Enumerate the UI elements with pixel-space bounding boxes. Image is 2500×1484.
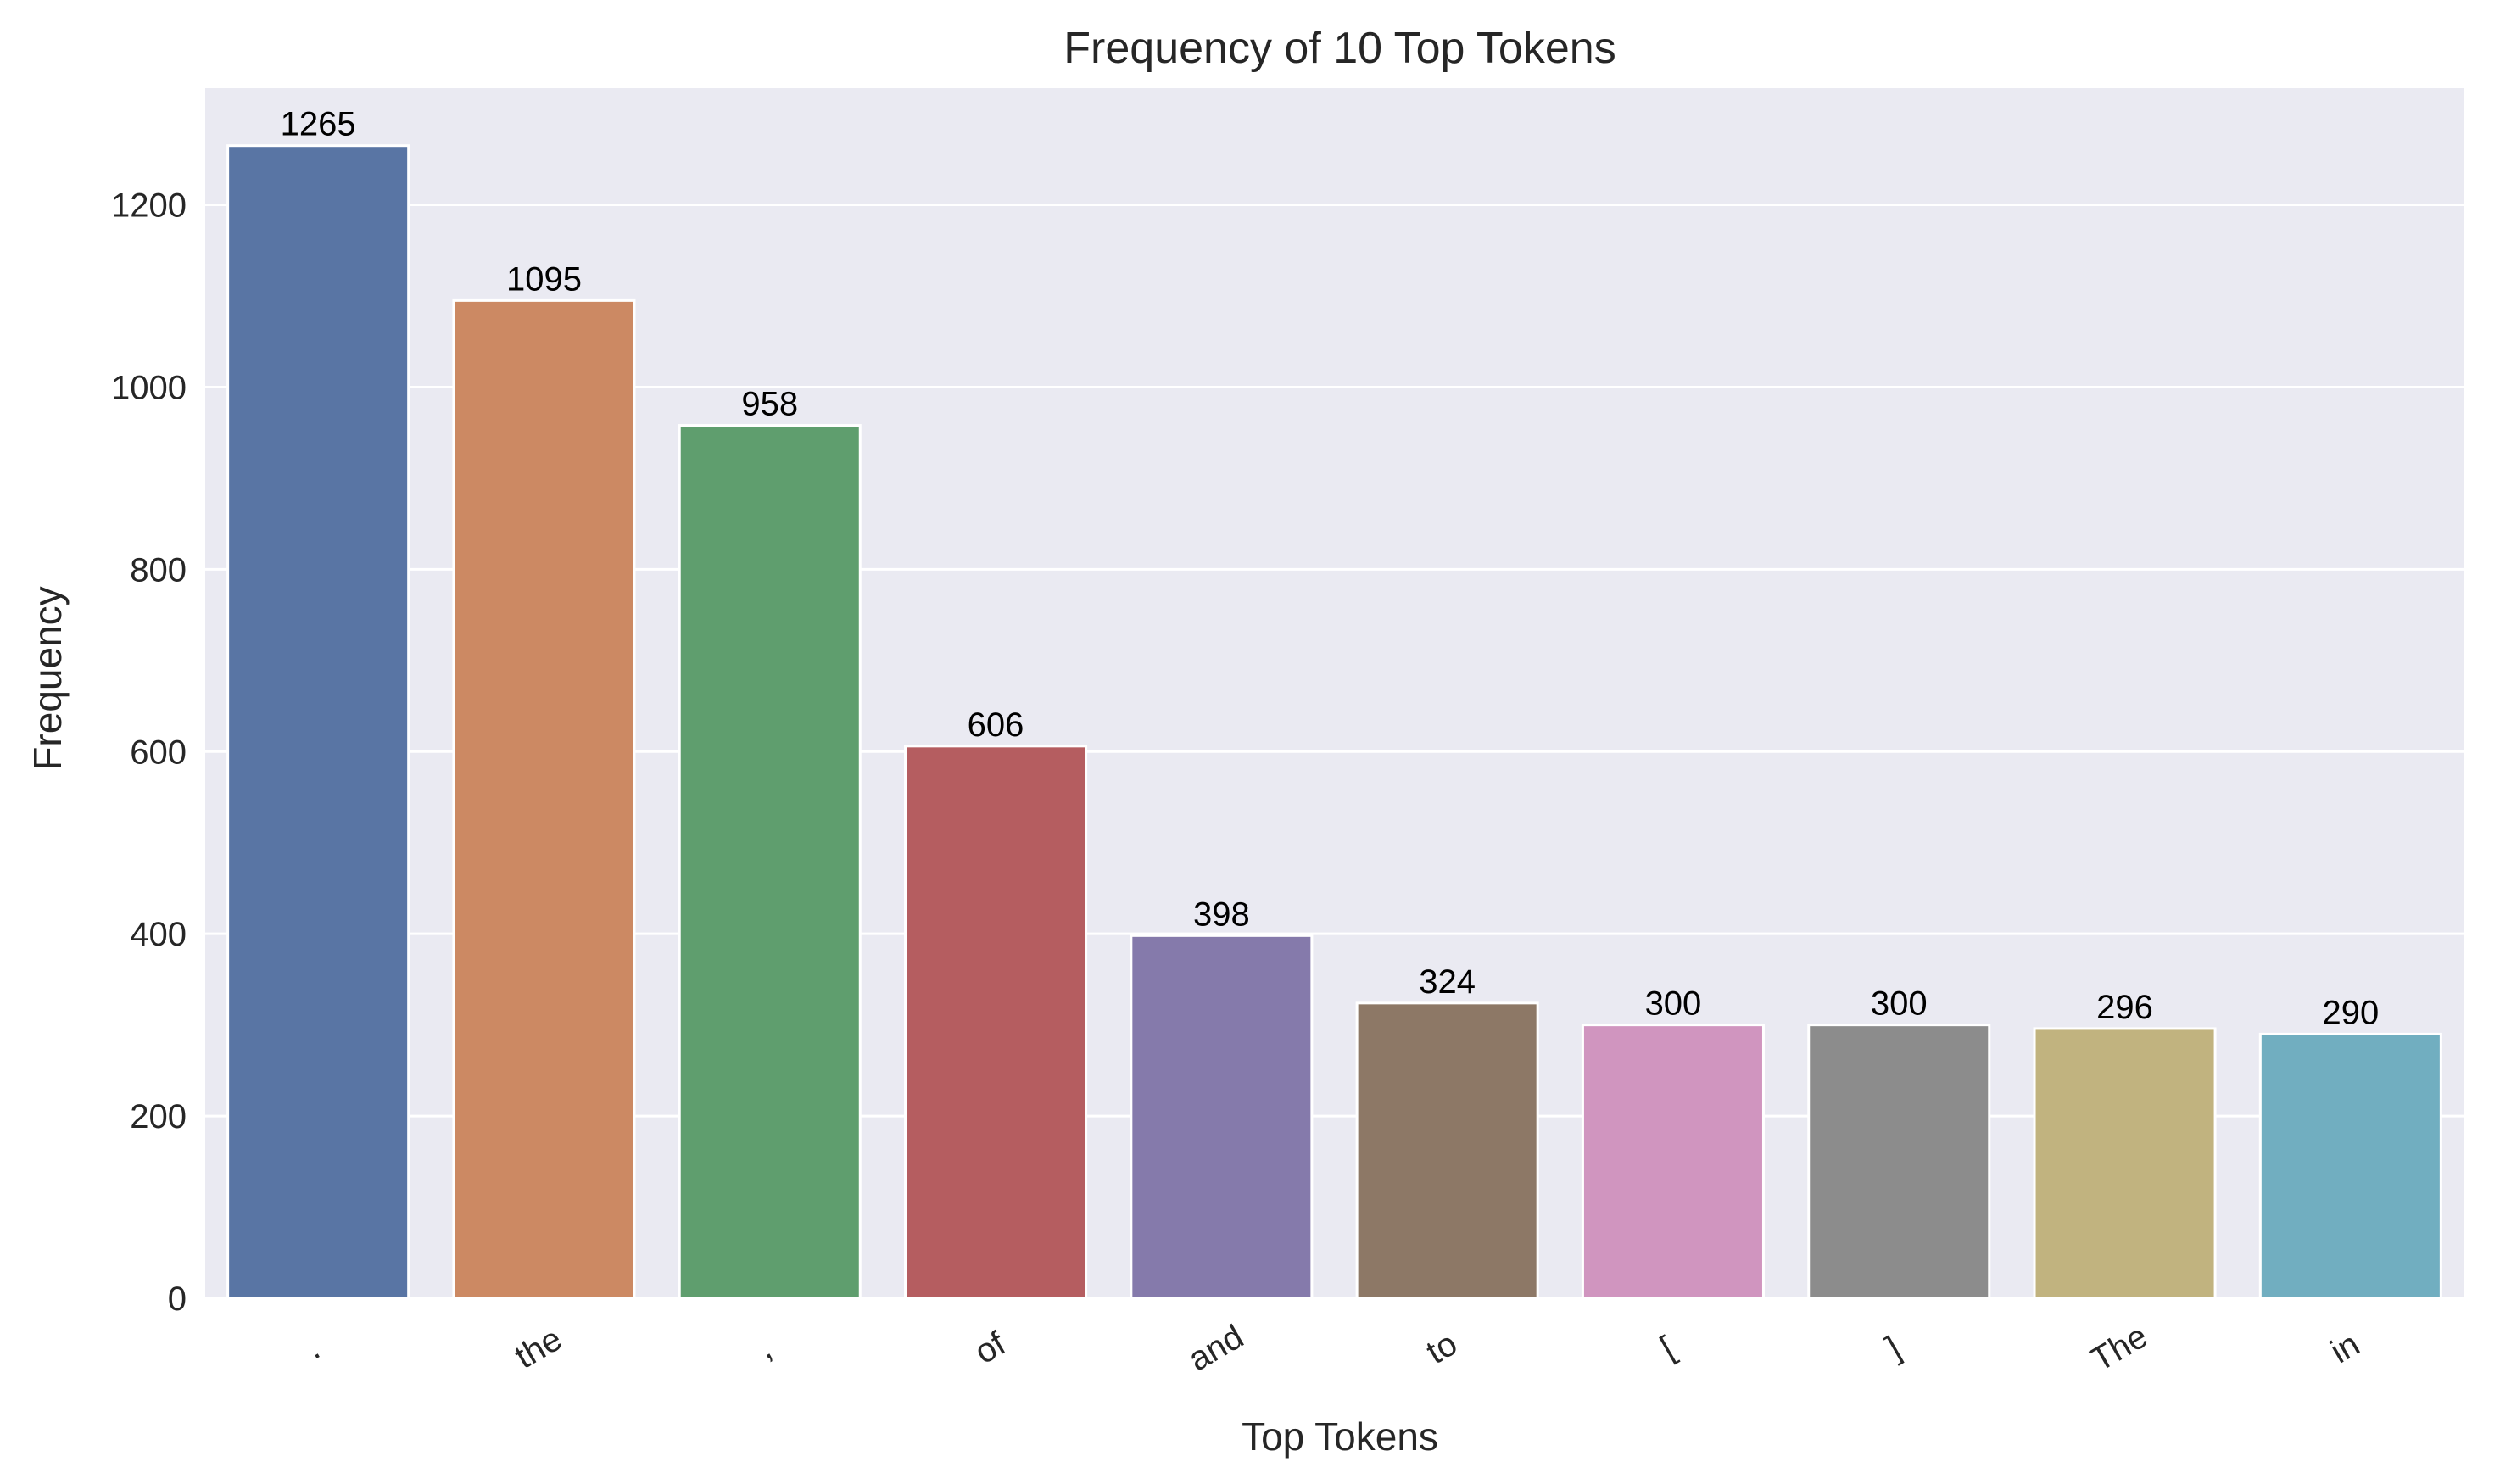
bar (226, 144, 410, 1300)
x-tick-label: and (1182, 1318, 1250, 1378)
bar (904, 745, 1088, 1300)
x-tick-label: [ (1655, 1330, 1682, 1367)
data-label: 606 (968, 706, 1024, 744)
x-tick-label: . (299, 1330, 326, 1367)
bar (678, 424, 862, 1300)
bar (1130, 934, 1314, 1300)
chart-title: Frequency of 10 Top Tokens (1063, 24, 1616, 73)
bar (452, 298, 636, 1300)
x-tick-label: the (509, 1320, 568, 1376)
bar (2258, 1032, 2442, 1300)
y-tick-label: 1000 (111, 369, 187, 406)
y-tick-label: 400 (130, 916, 187, 953)
y-tick-label: 0 (168, 1280, 187, 1318)
x-axis-label: Top Tokens (1242, 1414, 1438, 1459)
bar (1807, 1024, 1991, 1300)
y-tick-labels: 0 200 400 600 800 1000 1200 (111, 187, 187, 1318)
bar (2033, 1027, 2217, 1300)
data-label: 1265 (281, 106, 356, 143)
y-tick-label: 200 (130, 1098, 187, 1135)
data-label: 300 (1871, 985, 1928, 1023)
data-label: 958 (741, 386, 798, 423)
data-label: 300 (1645, 985, 1702, 1023)
x-tick-label: ] (1880, 1330, 1907, 1367)
x-tick-labels: . the, of and to [] The in (299, 1317, 2366, 1379)
data-label: 324 (1419, 963, 1476, 1001)
y-axis-label: Frequency (25, 586, 70, 770)
data-label: 290 (2322, 994, 2379, 1031)
data-label: 1095 (506, 260, 582, 298)
data-label: 296 (2096, 989, 2153, 1026)
y-tick-label: 800 (130, 551, 187, 589)
bar (1355, 1001, 1539, 1300)
bars (226, 144, 2442, 1300)
data-label: 398 (1193, 895, 1250, 933)
x-tick-label: of (968, 1325, 1013, 1371)
x-tick-label: in (2324, 1325, 2366, 1371)
x-tick-label: , (751, 1330, 778, 1367)
x-tick-label: to (1420, 1325, 1464, 1371)
y-tick-label: 600 (130, 734, 187, 771)
x-tick-label: The (2084, 1317, 2154, 1379)
data-labels: 1265 1095 958 606 398 324 300 300 296 290 (281, 106, 2380, 1032)
bar (1581, 1024, 1765, 1300)
y-tick-label: 1200 (111, 187, 187, 225)
